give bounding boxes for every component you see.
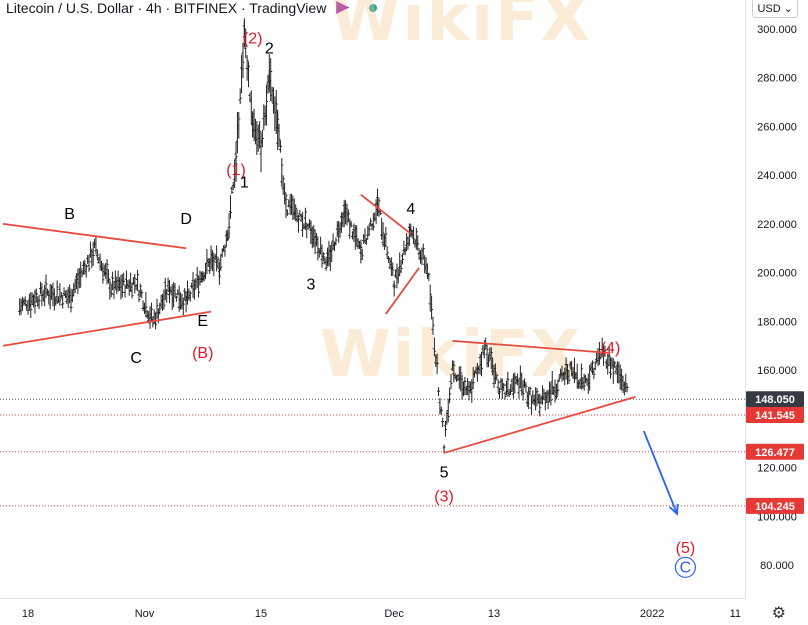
currency-label: USD — [757, 3, 781, 15]
price-label-text: 104.245 — [755, 501, 795, 513]
y-tick-label: 280.000 — [757, 73, 797, 85]
wave-label: (3) — [434, 489, 454, 506]
wave-label: (4) — [601, 340, 621, 357]
price-label-box — [746, 497, 804, 514]
x-tick-label: Dec — [384, 608, 404, 620]
y-tick-label: 160.000 — [757, 365, 797, 377]
price-label-box — [746, 443, 804, 460]
x-tick-label: Nov — [135, 608, 155, 620]
wave-label: 5 — [440, 464, 449, 481]
wave-label: 2 — [265, 40, 274, 57]
trendline — [452, 339, 611, 354]
trendline — [443, 396, 636, 454]
market-status-icon — [369, 4, 378, 12]
wave-label: (B) — [192, 345, 213, 362]
watermark-logo: WikiFX — [330, 0, 593, 56]
wave-label: 1 — [240, 174, 249, 191]
wave-label: (2) — [243, 31, 263, 48]
y-tick-label: 180.000 — [757, 316, 797, 328]
y-tick-label: 260.000 — [757, 121, 797, 133]
trendline — [2, 223, 187, 250]
x-tick-label: 18 — [22, 608, 34, 620]
wave-label: 4 — [406, 201, 415, 218]
price-label-text: 141.545 — [755, 410, 795, 422]
wave-label: C — [680, 559, 692, 576]
y-tick-label: 220.000 — [757, 219, 797, 231]
wave-label: 3 — [306, 277, 315, 294]
y-tick-label: 200.000 — [757, 268, 797, 280]
y-tick-label: 80.000 — [760, 560, 794, 572]
wave-label: C — [130, 350, 142, 367]
y-tick-label: 120.000 — [757, 463, 797, 475]
trendline — [385, 267, 420, 315]
x-tick-label: 11 — [730, 608, 741, 620]
y-tick-label: 300.000 — [757, 24, 797, 36]
trendline — [360, 193, 412, 235]
wave-label: D — [180, 211, 192, 228]
forecast-arrow — [642, 430, 678, 515]
y-tick-label: 240.000 — [757, 170, 797, 182]
price-label-box — [746, 391, 804, 408]
price-label-text: 148.050 — [755, 394, 795, 406]
trendline — [2, 310, 212, 347]
price-label-box — [746, 407, 804, 424]
wave-label: (5) — [676, 540, 696, 557]
price-label-text: 126.477 — [755, 447, 795, 459]
chart-title: Litecoin / U.S. Dollar · 4h · BITFINEX ·… — [6, 0, 378, 16]
chevron-down-icon: ⌄ — [783, 3, 793, 15]
wave-label: B — [64, 206, 75, 223]
wave-label-circle — [674, 556, 696, 578]
x-axis-line — [0, 598, 746, 599]
x-tick-label: 2022 — [640, 608, 664, 620]
x-tick-label: 13 — [488, 608, 500, 620]
y-tick-label: 100.000 — [757, 511, 797, 523]
currency-select[interactable]: USD ⌄ — [752, 0, 798, 18]
y-axis-line — [745, 0, 746, 598]
gear-icon[interactable]: ⚙ — [771, 605, 786, 622]
forecast-arrow-head — [669, 503, 679, 516]
wave-label: E — [197, 313, 208, 330]
wave-label: (1) — [226, 162, 246, 179]
watermark-logo: WikiFX — [320, 318, 583, 392]
symbol-title: Litecoin / U.S. Dollar · 4h · BITFINEX ·… — [6, 0, 327, 16]
x-tick-label: 15 — [255, 608, 267, 620]
